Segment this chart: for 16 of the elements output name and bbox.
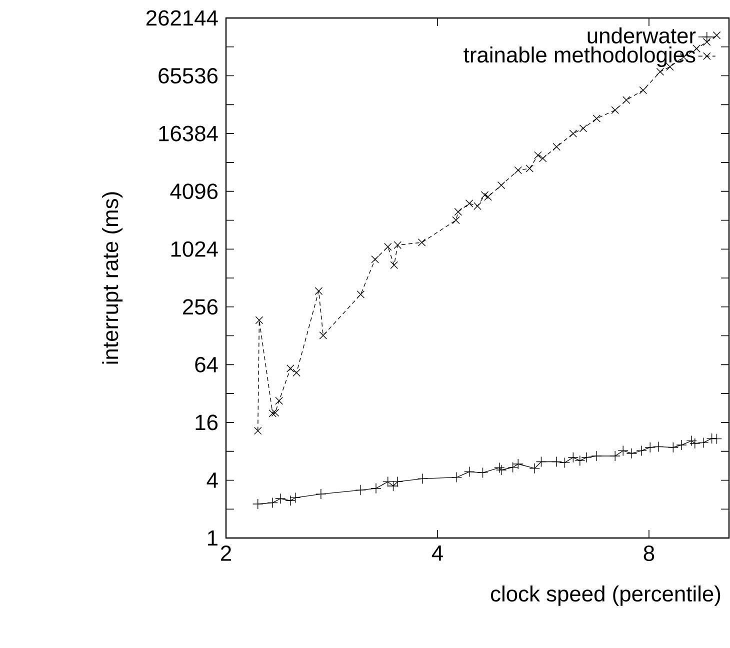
y-axis-title: interrupt rate (ms) [102,192,123,364]
y-tick-label: 4 [206,472,218,488]
y-tick-label: 64 [195,356,218,372]
x-tick-label: 2 [221,545,232,561]
x-tick-label: 4 [432,546,443,561]
y-tick-label: 16 [196,414,218,430]
y-tick-label: 262144 [146,10,218,26]
y-tick-label: 16384 [159,126,218,142]
y-tick-label: 256 [183,299,218,315]
y-tick-label: 1024 [171,241,218,257]
legend-label: underwater [588,27,696,44]
x-axis-title: clock speed (percentile) [490,585,720,606]
y-tick-label: 65536 [158,68,218,84]
y-tick-label: 1 [208,530,218,546]
x-tick-label: 8 [644,545,654,562]
y-tick-label: 4096 [170,184,218,200]
